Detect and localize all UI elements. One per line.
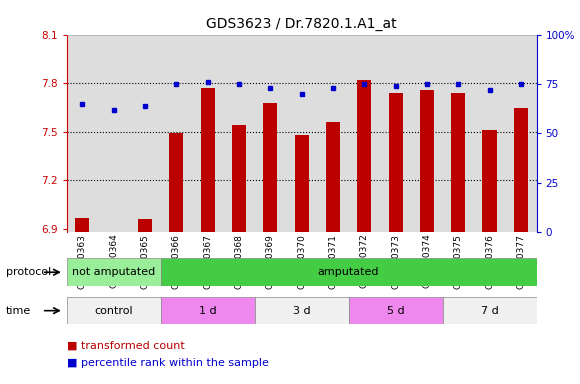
- Text: 5 d: 5 d: [387, 306, 404, 316]
- Bar: [161, 258, 536, 286]
- Bar: [161, 297, 255, 324]
- Bar: [67, 297, 161, 324]
- Bar: [138, 219, 152, 232]
- Text: 3 d: 3 d: [293, 306, 310, 316]
- Title: GDS3623 / Dr.7820.1.A1_at: GDS3623 / Dr.7820.1.A1_at: [206, 17, 397, 31]
- Bar: [349, 297, 443, 324]
- Bar: [232, 125, 246, 232]
- Bar: [201, 88, 215, 232]
- Text: amputated: amputated: [318, 267, 379, 277]
- Bar: [451, 93, 465, 232]
- Text: not amputated: not amputated: [72, 267, 155, 277]
- Bar: [389, 93, 403, 232]
- Text: protocol: protocol: [6, 267, 51, 277]
- Bar: [326, 122, 340, 232]
- Bar: [255, 297, 349, 324]
- Text: control: control: [95, 306, 133, 316]
- Bar: [169, 133, 183, 232]
- Bar: [67, 258, 161, 286]
- Bar: [75, 218, 89, 232]
- Text: ■ transformed count: ■ transformed count: [67, 341, 184, 351]
- Bar: [420, 90, 434, 232]
- Text: time: time: [6, 306, 31, 316]
- Bar: [357, 80, 371, 232]
- Bar: [483, 130, 496, 232]
- Text: 7 d: 7 d: [481, 306, 498, 316]
- Bar: [443, 297, 536, 324]
- Text: 1 d: 1 d: [199, 306, 216, 316]
- Bar: [295, 135, 309, 232]
- Bar: [514, 108, 528, 232]
- Text: ■ percentile rank within the sample: ■ percentile rank within the sample: [67, 358, 269, 368]
- Bar: [263, 103, 277, 232]
